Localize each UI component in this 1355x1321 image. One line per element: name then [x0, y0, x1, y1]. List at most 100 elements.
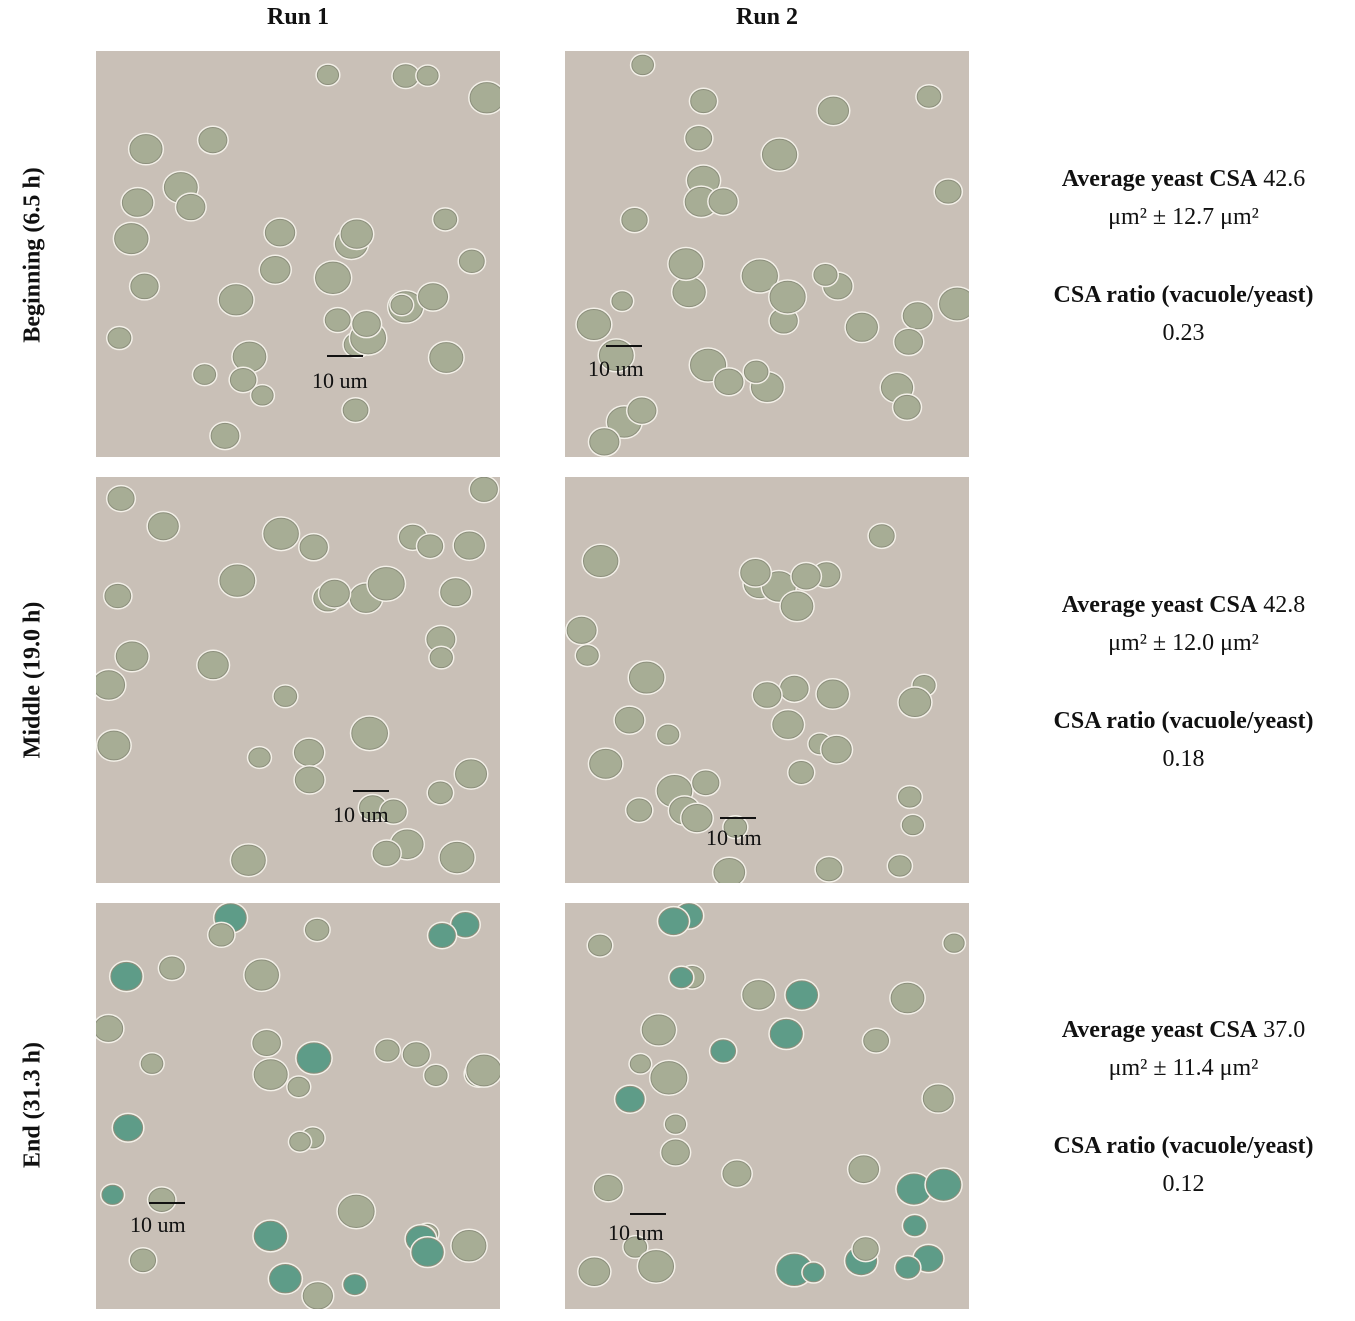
yeast-cell [937, 286, 969, 322]
yeast-cell [252, 1057, 290, 1092]
yeast-cell [814, 855, 844, 883]
yeast-cell [941, 932, 967, 955]
yeast-cell [341, 396, 370, 424]
yeast-cell [896, 784, 924, 810]
micrograph-middle-run-1 [96, 477, 500, 883]
yeast-cell [816, 95, 851, 127]
scale-bar [353, 790, 389, 792]
yeast-cell [105, 325, 133, 351]
yeast-cell [293, 765, 326, 795]
yeast-cell [619, 206, 650, 234]
yeast-cell [468, 477, 500, 504]
yeast-cell [786, 759, 816, 786]
csa-ratio-value: 0.12 [1162, 1171, 1205, 1197]
yeast-cell [921, 1082, 956, 1114]
yeast-cell [389, 293, 415, 317]
yeast-cell [453, 757, 489, 790]
yeast-cell [341, 1272, 368, 1297]
yeast-cell [933, 178, 964, 206]
micrograph-end-run-1 [96, 903, 500, 1309]
yeast-cell [120, 186, 155, 219]
scale-label: 10 um [312, 368, 368, 393]
average-csa-value: 42.8 [1263, 592, 1306, 618]
yeast-cell [401, 1040, 432, 1069]
yeast-cell [431, 207, 459, 232]
yeast-cell [114, 640, 150, 673]
yeast-cell [287, 1130, 313, 1153]
yeast-cell [105, 484, 137, 513]
yeast-cell [96, 1013, 125, 1044]
yeast-cell [217, 282, 255, 317]
yeast-cell [624, 796, 654, 824]
yeast-cell [770, 708, 806, 741]
yeast-cell [587, 426, 621, 457]
yeast-cell [622, 1234, 649, 1260]
yeast-cell [655, 723, 681, 747]
yeast-cell [565, 615, 599, 646]
yeast-cell [592, 1173, 625, 1203]
yeast-cell [286, 1075, 312, 1099]
yeast-cell [449, 910, 481, 939]
yeast-cell [613, 1084, 647, 1114]
yeast-cell [656, 905, 691, 937]
yeast-cell [900, 813, 926, 837]
yeast-cell [450, 1228, 488, 1263]
yeast-cell [323, 306, 353, 334]
yeast-cell [801, 1261, 826, 1284]
yeast-cell [575, 307, 613, 342]
yeast-cell [811, 262, 840, 288]
scale-bar [149, 1202, 185, 1204]
yeast-cell [350, 309, 383, 339]
yeast-cell [373, 1038, 402, 1064]
stats-beginning: Average yeast CSA 42.6 μm² ± 12.7 μm² CS… [1012, 160, 1355, 352]
yeast-cell [742, 359, 770, 385]
yeast-cell [111, 1112, 145, 1143]
yeast-cell [768, 1017, 805, 1051]
yeast-cell [720, 1159, 753, 1189]
yeast-cell [768, 279, 808, 315]
yeast-cell [317, 578, 352, 609]
yeast-cell [428, 645, 455, 670]
yeast-cell [586, 933, 614, 958]
yeast-cell [867, 522, 897, 550]
micrograph-middle-run-2 [565, 477, 969, 883]
column-header-run-2: Run 2 [735, 4, 799, 30]
yeast-cell [790, 561, 823, 591]
yeast-cell [629, 53, 656, 77]
yeast-cell [915, 83, 943, 110]
yeast-cell [209, 421, 241, 451]
yeast-cell [457, 248, 487, 275]
average-csa-label: Average yeast CSA [1061, 592, 1258, 618]
yeast-cell [371, 839, 402, 868]
yeast-cell [625, 396, 658, 426]
yeast-cell [246, 745, 273, 770]
yeast-cell [740, 258, 780, 294]
yeast-cell [438, 576, 473, 608]
yeast-cell [217, 563, 257, 599]
yeast-cell [659, 1138, 692, 1167]
yeast-cell [409, 1235, 446, 1269]
row-label-middle: Middle (19.0 h) [19, 601, 46, 759]
yeast-cell [711, 856, 747, 883]
yeast-cell [760, 137, 799, 173]
yeast-cell [688, 87, 719, 115]
yeast-cell [339, 218, 375, 251]
stats-end: Average yeast CSA 37.0 μm² ± 11.4 μm² CS… [1012, 1011, 1355, 1203]
yeast-cell [861, 1027, 891, 1054]
yeast-cell [628, 1052, 653, 1075]
yeast-cell [738, 557, 773, 588]
scale-bar [630, 1213, 666, 1215]
yeast-cell [102, 582, 133, 610]
yeast-cell [261, 516, 301, 552]
yeast-cell [452, 530, 487, 562]
yeast-cell [740, 978, 777, 1012]
yeast-cell [893, 1254, 922, 1281]
yeast-cell [112, 221, 151, 256]
yeast-cell [426, 780, 455, 806]
yeast-cell [249, 383, 276, 408]
yeast-cell [146, 510, 181, 542]
yeast-cell [426, 921, 458, 950]
yeast-cell [851, 1235, 881, 1263]
yeast-cell [778, 674, 811, 704]
yeast-cell [663, 1113, 688, 1136]
